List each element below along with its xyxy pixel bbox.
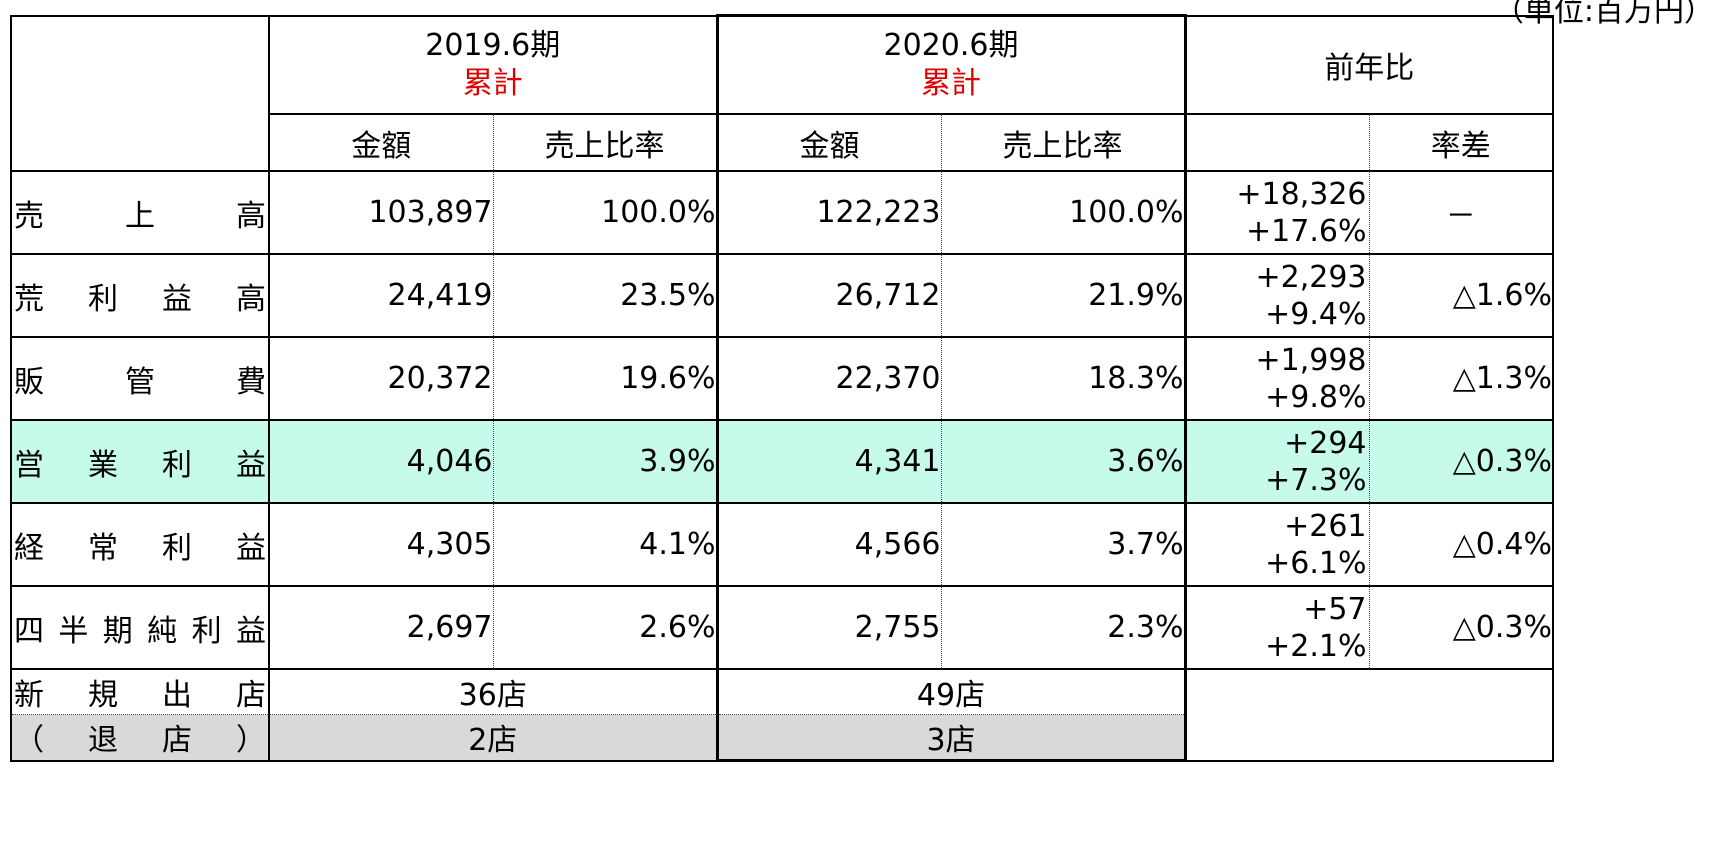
amount-2020: 2,755 [715,585,942,670]
yoy-diff: +2,293 +9.4% [1184,253,1370,338]
yoy-diff: +261 +6.1% [1184,502,1370,587]
ratio-2020: 2.3% [940,585,1187,670]
yoy-diff: +57 +2.1% [1184,585,1370,670]
header-2020: 2020.6期 累計 [715,14,1187,115]
yoy-diff-amount: +294 [1284,425,1367,461]
header-yoy-diff-blank [1184,114,1370,172]
yoy-diff-amount: +261 [1284,508,1367,544]
amount-2020: 4,341 [715,419,942,504]
ratio-2019: 3.9% [492,419,718,504]
header-2019-ratio: 売上比率 [492,113,718,172]
new-stores-2019: 36店 [268,668,718,715]
yoy-diff-percent: +7.3% [1265,462,1367,498]
new-stores-2020: 49店 [715,668,1187,715]
amount-2019: 20,372 [268,336,494,421]
ratio-2019: 4.1% [492,502,718,587]
header-2019-cumulative: 累計 [462,65,523,101]
row-label: 売上高 [10,170,270,255]
row-label: 荒利益高 [10,253,270,338]
amount-2019: 2,697 [268,585,494,670]
table-row-highlighted: 営業利益 4,046 3.9% 4,341 3.6% +294 +7.3% △0.… [10,419,1554,504]
ratio-2019: 19.6% [492,336,718,421]
header-2020-period: 2020.6期 [883,28,1019,63]
ratio-2020: 3.7% [940,502,1187,587]
header-2020-ratio: 売上比率 [940,113,1187,172]
table-row: 四半期純利益 2,697 2.6% 2,755 2.3% +57 +2.1% △0… [10,585,1554,670]
table-row-new-stores: 新規出店 36店 49店 [10,668,1554,762]
yoy-diff-amount: +2,293 [1255,259,1367,295]
amount-2020: 4,566 [715,502,942,587]
header-blank-cell [10,14,270,172]
ratio-2019: 100.0% [492,170,718,255]
yoy-diff-percent: +17.6% [1246,213,1367,249]
rate-diff: △0.4% [1368,502,1554,587]
row-label: （退店） [10,714,270,762]
ratio-2020: 100.0% [940,170,1187,255]
table-row-closed-stores: （退店） 2店 3店 [10,714,1553,762]
row-label: 四半期純利益 [10,585,270,670]
rate-diff: － [1368,170,1554,255]
header-2020-cumulative: 累計 [921,66,981,101]
rate-diff: △1.6% [1368,253,1554,338]
yoy-diff-percent: +9.8% [1265,379,1367,415]
row-label: 営業利益 [10,419,270,504]
header-yoy: 前年比 [1184,14,1554,115]
table-row: 売上高 103,897 100.0% 122,223 100.0% +18,32… [10,170,1554,255]
amount-2020: 122,223 [715,170,942,255]
yoy-diff-amount: +18,326 [1236,176,1367,212]
row-label: 経常利益 [10,502,270,587]
yoy-diff: +18,326 +17.6% [1184,170,1370,255]
rate-diff: △0.3% [1368,585,1554,670]
amount-2019: 24,419 [268,253,494,338]
header-rate-diff: 率差 [1368,113,1554,172]
header-2019-amount: 金額 [268,113,494,172]
row-label: 販管費 [10,336,270,421]
yoy-diff-percent: +9.4% [1265,296,1367,332]
yoy-diff-percent: +2.1% [1265,628,1367,664]
closed-stores-2020: 3店 [715,714,1187,762]
header-2019: 2019.6期 累計 [268,14,718,115]
financial-summary-table: 2019.6期 累計 2020.6期 累計 前年比 金額 売上比率 金額 売上比… [10,14,1554,762]
yoy-diff: +294 +7.3% [1184,419,1370,504]
table-row: 荒利益高 24,419 23.5% 26,712 21.9% +2,293 +9.… [10,253,1554,338]
ratio-2020: 18.3% [940,336,1187,421]
header-2019-period: 2019.6期 [425,27,561,63]
ratio-2020: 3.6% [940,419,1187,504]
rate-diff: △0.3% [1368,419,1554,504]
stores-yoy-blank [1184,668,1554,762]
yoy-diff-amount: +1,998 [1255,342,1367,378]
ratio-2019: 2.6% [492,585,718,670]
yoy-diff-amount: +57 [1303,591,1367,627]
amount-2019: 4,305 [268,502,494,587]
table-row: 販管費 20,372 19.6% 22,370 18.3% +1,998 +9.8… [10,336,1554,421]
table-row: 経常利益 4,305 4.1% 4,566 3.7% +261 +6.1% △0.… [10,502,1554,587]
yoy-diff-percent: +6.1% [1265,545,1367,581]
ratio-2020: 21.9% [940,253,1187,338]
header-2020-amount: 金額 [715,113,942,172]
amount-2019: 103,897 [268,170,494,255]
amount-2019: 4,046 [268,419,494,504]
amount-2020: 26,712 [715,253,942,338]
closed-stores-2019: 2店 [268,714,718,762]
yoy-diff: +1,998 +9.8% [1184,336,1370,421]
ratio-2019: 23.5% [492,253,718,338]
row-label: 新規出店 [10,668,270,715]
rate-diff: △1.3% [1368,336,1554,421]
amount-2020: 22,370 [715,336,942,421]
